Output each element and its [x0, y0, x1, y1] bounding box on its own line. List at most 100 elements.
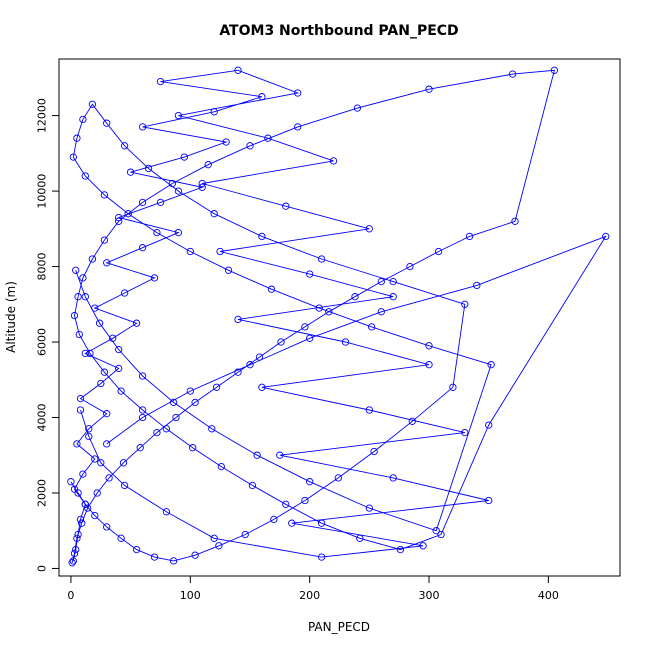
data-point	[138, 244, 147, 252]
y-tick-label: 12000	[36, 98, 49, 133]
data-point	[406, 262, 414, 271]
data-point	[153, 228, 161, 237]
data-point	[258, 232, 266, 241]
series-line	[70, 103, 492, 562]
y-axis: 0 2000 4000 6000 8000 10000 12000	[36, 98, 60, 572]
data-point	[74, 293, 82, 301]
data-point	[81, 172, 89, 180]
data-point	[210, 534, 218, 542]
y-tick-label: 2000	[36, 479, 49, 507]
data-point	[115, 364, 123, 373]
data-point	[370, 447, 378, 456]
series-line	[72, 69, 489, 561]
data-point	[306, 478, 314, 486]
data-point	[351, 293, 359, 301]
data-point	[315, 304, 323, 312]
y-tick-label: 6000	[36, 328, 49, 356]
data-point	[138, 413, 147, 422]
data-point	[70, 549, 79, 558]
data-point	[473, 281, 481, 290]
data-point	[432, 527, 440, 535]
data-point	[186, 387, 194, 395]
data-point	[198, 183, 206, 191]
data-point	[138, 123, 147, 131]
data-point	[119, 459, 128, 467]
data-point	[138, 198, 147, 207]
data-point	[212, 383, 221, 391]
data-point	[294, 89, 302, 97]
data-point	[186, 247, 194, 256]
data-point	[425, 85, 433, 93]
y-tick-label: 0	[36, 565, 49, 572]
data-point	[353, 104, 362, 112]
data-point	[117, 387, 125, 395]
data-point	[81, 349, 89, 358]
data-point	[267, 285, 276, 293]
y-tick-label: 4000	[36, 404, 49, 432]
data-point	[208, 425, 216, 433]
data-point	[95, 319, 104, 327]
data-point	[550, 66, 559, 74]
data-point	[83, 504, 92, 512]
data-point	[103, 523, 111, 531]
data-point	[103, 119, 111, 127]
data-point	[74, 489, 82, 497]
data-point	[79, 274, 87, 282]
data-point	[301, 323, 309, 331]
data-point	[389, 277, 397, 286]
x-tick-label: 300	[419, 589, 440, 602]
data-point	[294, 123, 302, 131]
data-point	[449, 383, 457, 391]
data-point	[419, 542, 427, 550]
data-point	[68, 559, 76, 567]
data-point	[264, 134, 272, 142]
data-point	[222, 138, 230, 146]
data-point	[234, 368, 242, 376]
data-point	[156, 198, 165, 207]
data-point	[465, 232, 474, 241]
data-point	[276, 451, 284, 459]
data-point	[248, 481, 257, 490]
x-axis-label: PAN_PECD	[308, 620, 370, 634]
data-point	[76, 406, 85, 414]
data-point	[72, 266, 80, 274]
data-point	[191, 398, 199, 407]
data-point	[389, 293, 397, 301]
data-point	[162, 508, 171, 516]
data-point	[120, 481, 129, 490]
data-point	[103, 410, 111, 418]
data-point	[434, 247, 443, 256]
data-point	[334, 474, 342, 482]
data-point	[70, 311, 79, 320]
data-point	[115, 217, 123, 225]
data-point	[174, 111, 183, 120]
x-tick-label: 200	[299, 589, 320, 602]
data-point	[485, 496, 493, 505]
data-point	[487, 361, 495, 369]
data-point	[88, 255, 97, 263]
data-point	[156, 77, 165, 86]
data-point	[282, 202, 290, 210]
data-point	[76, 394, 85, 403]
data-point	[389, 474, 397, 482]
data-point	[306, 270, 314, 278]
data-point	[75, 330, 83, 339]
data-point	[511, 217, 519, 225]
data-point	[365, 225, 373, 233]
data-point	[169, 398, 178, 407]
data-point	[189, 444, 197, 452]
data-point	[150, 274, 159, 282]
data-point	[115, 345, 123, 354]
data-point	[93, 489, 101, 497]
data-point	[277, 338, 285, 346]
data-point	[138, 406, 147, 414]
data-point	[270, 515, 278, 524]
data-point	[365, 504, 373, 512]
chart-title: ATOM3 Northbound PAN_PECD	[219, 23, 458, 39]
x-axis: 0 100 200 300 400	[67, 575, 559, 602]
data-point	[150, 553, 159, 561]
data-point	[301, 496, 309, 505]
data-point	[91, 511, 99, 520]
